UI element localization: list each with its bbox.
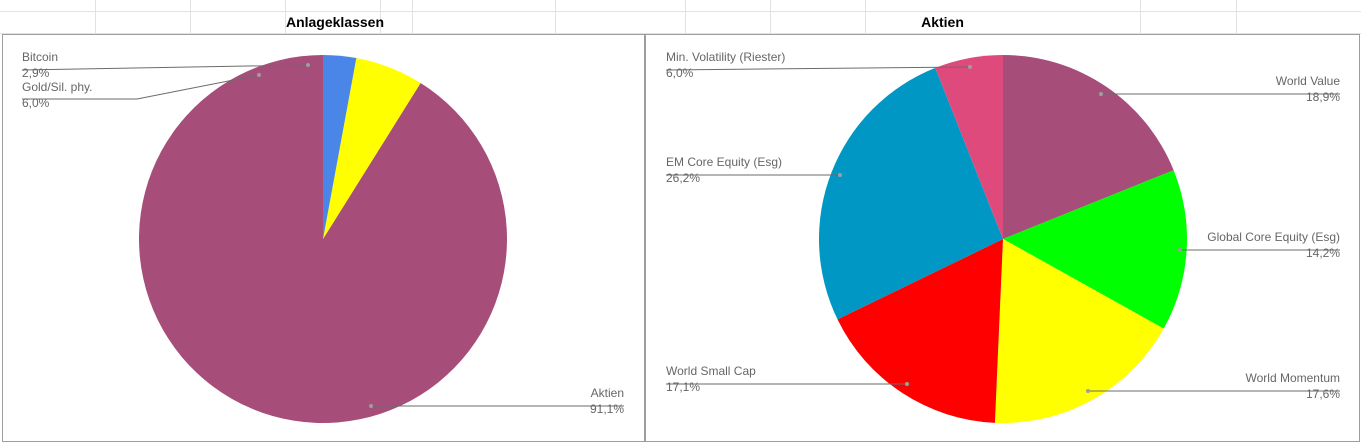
sheet-column-divider [685,0,686,34]
slice-value-gold-sil-phy: 6,0% [22,96,50,110]
slice-label-world-small-cap: World Small Cap [666,364,756,378]
pie-chart-anlageklassen: Aktien 91,1% Gold/Sil. phy. 6,0% Bitcoin 2,9% [21,50,624,423]
sheet-column-divider [770,0,771,34]
slice-value-bitcoin: 2,9% [22,66,50,80]
sheet-header-cell-aktien[interactable]: Aktien [921,14,964,30]
leader-line-gold-sil-phy [22,74,260,100]
slice-value-aktien: 91,1% [590,402,624,416]
pie-slice-global-core-equity-esg[interactable] [1003,170,1187,329]
pie-slice-world-small-cap[interactable] [837,239,1003,423]
slice-value-global-core-equity-esg: 14,2% [1306,246,1340,260]
sheet-column-divider [190,0,191,34]
leader-dot-global-core-equity-esg [1178,248,1182,252]
slice-label-gold-sil-phy: Gold/Sil. phy. [22,80,92,94]
slice-label-world-value: World Value [1276,74,1341,88]
pie-slice-world-momentum[interactable] [994,239,1164,423]
slice-value-min-volatility-riester: 6,0% [666,66,694,80]
slice-label-em-core-equity-esg: EM Core Equity (Esg) [666,155,782,169]
leader-dot-min-volatility-riester [968,65,972,69]
slice-value-world-small-cap: 17,1% [666,380,700,394]
pie-slice-aktien[interactable] [138,55,507,423]
chart-panel-aktien[interactable]: World Value 18,9% Global Core Equity (Esg)… [645,34,1360,442]
slice-value-world-value: 18,9% [1306,90,1340,104]
chart-panel-anlageklassen[interactable]: Aktien 91,1% Gold/Sil. phy. 6,0% Bitcoin 2,9% [2,34,645,442]
sheet-column-divider [865,0,866,34]
pie-slice-world-value[interactable] [1003,55,1174,239]
leader-dot-gold-sil-phy [257,73,261,77]
sheet-column-divider [1236,0,1237,34]
sheet-column-divider [95,0,96,34]
slice-label-min-volatility-riester: Min. Volatility (Riester) [666,50,785,64]
sheet-column-divider [555,0,556,34]
slice-value-em-core-equity-esg: 26,2% [666,171,700,185]
leader-dot-aktien [369,404,373,408]
sheet-row [0,11,1361,34]
leader-dot-bitcoin [306,63,310,67]
pie-slice-em-core-equity-esg[interactable] [819,67,1003,320]
leader-line-min-volatility-riester [665,66,971,71]
pie-slice-gold-sil-phy[interactable] [323,58,421,239]
sheet-column-divider [285,0,286,34]
sheet-header-cell-anlageklassen[interactable]: Anlageklassen [285,14,385,30]
pie-slice-min-volatility-riester[interactable] [935,55,1003,239]
sheet-column-divider [412,0,413,34]
slice-label-aktien: Aktien [591,386,624,400]
sheet-column-divider [380,0,381,34]
sheet-row [0,0,1361,12]
leader-dot-world-momentum [1086,389,1090,393]
pie-chart-aktien: World Value 18,9% Global Core Equity (Esg)… [665,50,1341,423]
leader-dot-world-value [1099,92,1103,96]
pie-slice-bitcoin[interactable] [323,55,357,239]
slice-value-world-momentum: 17,6% [1306,387,1340,401]
leader-line-bitcoin [21,64,309,71]
slice-label-bitcoin: Bitcoin [22,50,58,64]
slice-label-world-momentum: World Momentum [1246,371,1340,385]
leader-dot-world-small-cap [905,382,909,386]
leader-dot-em-core-equity-esg [838,173,842,177]
slice-label-global-core-equity-esg: Global Core Equity (Esg) [1207,230,1340,244]
sheet-column-divider [1140,0,1141,34]
